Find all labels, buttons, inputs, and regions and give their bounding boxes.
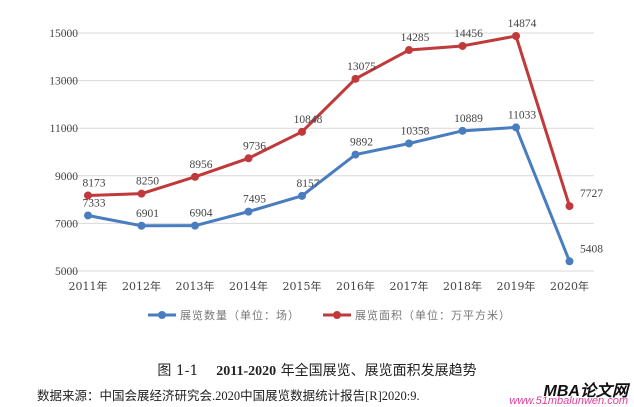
data-label: 11033 [508,109,537,121]
watermark-url: www.51mbalunwen.com [509,395,628,407]
legend-marker [158,311,166,319]
data-point [405,139,413,148]
y-tick-label: 9000 [55,171,78,183]
data-label: 14285 [401,32,430,44]
caption-years: 2011-2020 [216,364,277,379]
x-tick-label: 2015年 [283,279,322,293]
data-point [512,31,520,40]
data-label: 9892 [350,137,373,149]
x-tick-label: 2011年 [69,279,108,293]
x-tick-label: 2017年 [390,279,429,293]
y-tick-label: 11000 [50,123,79,135]
watermark-logo: MBA论文网 [543,383,628,400]
y-tick-label: 15000 [49,28,78,40]
data-point [351,74,360,83]
data-point [244,207,253,216]
data-source: 数据来源：中国会展经济研究会.2020中国展览数据统计报告[R]2020:9. [37,389,420,403]
data-label: 9736 [243,140,266,152]
y-tick-label: 5000 [55,266,78,278]
series-line-1 [87,34,571,207]
data-label: 14456 [454,28,483,40]
figure-caption: 图 1-1 2011-2020 年全国展览、展览面积发展趋势 [0,360,634,380]
data-label: 7495 [243,194,266,206]
data-label: 7333 [83,197,106,209]
data-point [298,191,306,200]
x-tick-label: 2013年 [176,279,215,293]
data-point [191,172,199,181]
x-tick-label: 2012年 [122,279,161,293]
legend-label: 展览面积（单位：万平方米） [355,308,511,322]
data-point [244,154,253,163]
x-tick-label: 2016年 [336,279,375,293]
data-point [565,202,574,211]
legend-marker [333,311,341,319]
data-point [137,221,146,230]
data-point [351,150,360,159]
data-point [84,191,92,200]
y-tick-label: 7000 [55,218,78,230]
caption-text: 年全国展览、展览面积发展趋势 [280,363,477,379]
data-point [565,257,574,266]
data-label: 7727 [580,188,603,200]
data-label: 13075 [347,61,376,73]
data-point [137,189,146,198]
x-tick-label: 2020年 [550,279,589,293]
x-tick-label: 2019年 [497,279,536,293]
data-label: 6901 [136,208,159,220]
series-line-0 [87,125,571,262]
data-point [458,126,467,135]
data-point [84,211,92,220]
data-label: 8157 [297,178,320,190]
data-point [191,221,199,230]
data-label: 14874 [508,18,537,30]
data-label: 6904 [190,208,213,220]
legend-label: 展览数量（单位：场） [180,308,300,322]
data-label: 10889 [454,113,483,125]
data-label: 10848 [294,114,323,126]
data-point [458,41,467,50]
y-tick-label: 13000 [49,76,78,88]
data-label: 8173 [83,177,106,189]
data-label: 8250 [136,176,159,188]
x-tick-label: 2014年 [229,279,268,293]
data-label: 8956 [190,159,213,171]
caption-label: 图 1-1 [157,363,199,379]
data-point [405,46,413,55]
data-label: 10358 [401,125,430,137]
data-label: 5408 [580,243,603,255]
data-point [512,123,520,132]
x-tick-label: 2018年 [443,279,482,293]
data-point [298,127,306,136]
